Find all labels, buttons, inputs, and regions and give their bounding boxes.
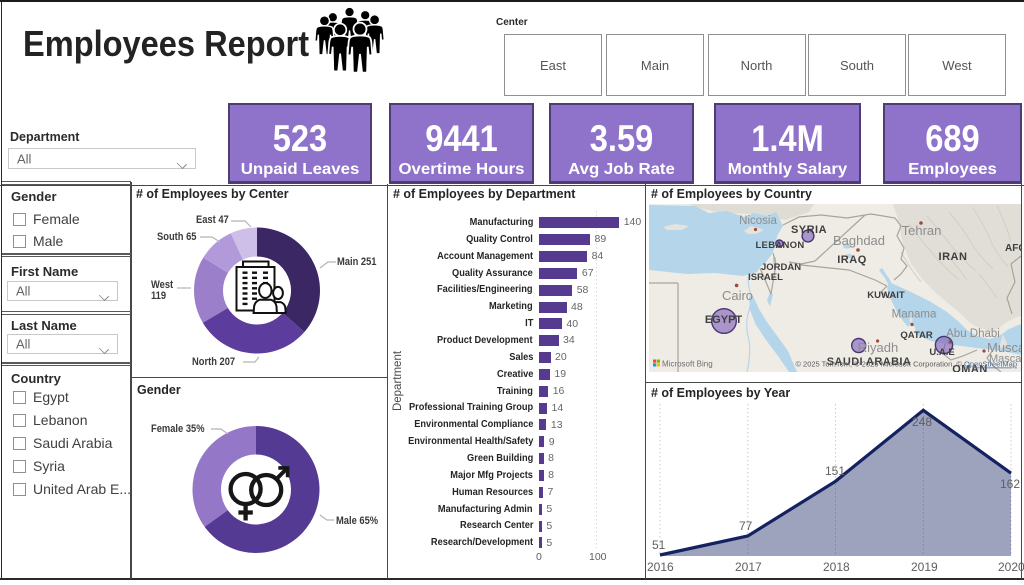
svg-text:KUWAIT: KUWAIT xyxy=(867,290,905,301)
svg-text:Mascat: Mascat xyxy=(989,353,1021,365)
svg-text:© 2025 TomTom, © 2025 Microsof: © 2025 TomTom, © 2025 Microsoft Corporat… xyxy=(795,360,1017,369)
svg-text:Microsoft Bing: Microsoft Bing xyxy=(662,360,713,369)
svg-text:Musca: Musca xyxy=(987,340,1021,355)
svg-text:Nicosia: Nicosia xyxy=(739,215,777,227)
svg-text:Baghdad: Baghdad xyxy=(833,233,885,248)
svg-text:ISRAEL: ISRAEL xyxy=(748,272,783,283)
svg-text:LEBANON: LEBANON xyxy=(755,240,804,251)
svg-text:Cairo: Cairo xyxy=(722,288,753,303)
svg-text:SYRIA: SYRIA xyxy=(791,224,827,236)
svg-text:SAUDI ARABIA: SAUDI ARABIA xyxy=(827,356,911,368)
svg-text:IRAQ: IRAQ xyxy=(837,254,867,266)
svg-text:JORDAN: JORDAN xyxy=(761,262,801,273)
svg-text:OMAN: OMAN xyxy=(952,364,988,373)
svg-text:U.A.E: U.A.E xyxy=(929,347,954,358)
svg-text:Abu Dhabi: Abu Dhabi xyxy=(946,328,1000,340)
svg-text:Riyadh: Riyadh xyxy=(858,340,898,355)
svg-text:AFG: AFG xyxy=(1005,243,1021,254)
svg-text:Tehran: Tehran xyxy=(902,223,942,238)
svg-text:IRAN: IRAN xyxy=(939,251,968,263)
svg-text:QATAR: QATAR xyxy=(900,330,933,341)
svg-text:EGYPT: EGYPT xyxy=(705,314,743,326)
svg-text:Manama: Manama xyxy=(892,309,937,321)
